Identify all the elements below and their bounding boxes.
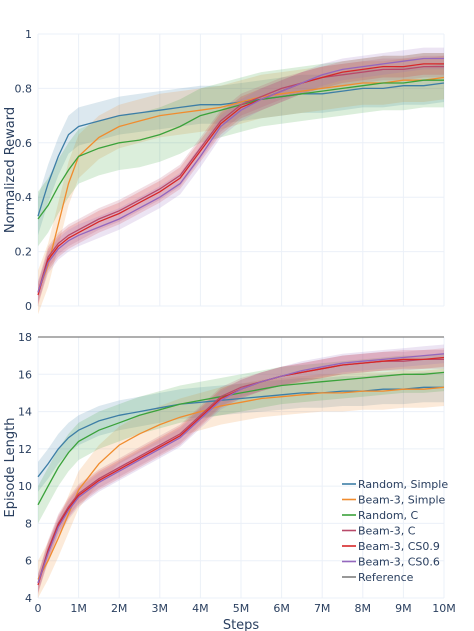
reward-y-tick-labels: 0 0.2 0.4 0.6 0.8 1 — [15, 28, 33, 313]
length-y-tick-label: 6 — [25, 555, 32, 568]
legend-item-beam-3-cs0-9: Beam-3, CS0.9 — [342, 540, 440, 553]
reward-y-tick-label: 0.4 — [15, 191, 33, 204]
length-y-tick-label: 14 — [18, 406, 32, 419]
x-tick-label: 7M — [314, 602, 331, 615]
length-panel: 4 6 8 10 12 14 16 18 0 1M 2M 3M 4M 5M 6M 7M 8M 9M 10M Epi… — [3, 331, 456, 631]
reward-band-random-c — [38, 53, 444, 247]
reward-y-tick-label: 0.6 — [15, 137, 33, 150]
x-tick-label: 4M — [192, 602, 209, 615]
legend-label: Random, C — [358, 509, 419, 522]
reward-y-tick-label: 0 — [25, 300, 32, 313]
legend-label: Beam-3, CS0.9 — [358, 540, 440, 553]
legend: Random, Simple Beam-3, Simple Random, C Bea… — [342, 478, 448, 584]
length-line-beam-3-cs0-9 — [37, 356, 445, 586]
x-tick-label: 6M — [273, 602, 290, 615]
x-tick-label: 0 — [35, 602, 42, 615]
legend-label: Beam-3, Simple — [358, 494, 446, 507]
legend-item-beam-3-cs0-6: Beam-3, CS0.6 — [342, 556, 440, 569]
legend-label: Beam-3, C — [358, 525, 416, 538]
legend-label: Reference — [358, 571, 414, 584]
x-tick-label: 3M — [152, 602, 169, 615]
legend-item-reference: Reference — [342, 571, 414, 584]
steps-x-tick-labels: 0 1M 2M 3M 4M 5M 6M 7M 8M 9M 10M — [35, 602, 456, 615]
legend-label: Beam-3, CS0.6 — [358, 556, 440, 569]
steps-x-axis-title: Steps — [223, 618, 260, 631]
legend-item-beam-3-c: Beam-3, C — [342, 525, 416, 538]
length-y-tick-label: 18 — [18, 331, 32, 344]
reward-line-beam-3-c — [37, 65, 444, 293]
length-y-tick-label: 12 — [18, 443, 32, 456]
length-band-beam-3-simple — [38, 368, 444, 598]
length-y-tick-label: 10 — [18, 480, 32, 493]
legend-item-random-c: Random, C — [342, 509, 419, 522]
reward-gridlines — [37, 33, 445, 307]
length-band-random-simple — [38, 372, 444, 492]
length-line-beam-3-cs0-6 — [37, 353, 445, 584]
reward-line-random-c — [37, 79, 444, 220]
length-y-tick-label: 4 — [25, 592, 32, 605]
x-tick-label: 8M — [355, 602, 372, 615]
length-y-axis-title: Episode Length — [3, 417, 18, 517]
length-y-tick-labels: 4 6 8 10 12 14 16 18 — [18, 331, 32, 605]
reward-y-tick-label: 0.2 — [15, 246, 33, 259]
reward-line-beam-3-cs0-9 — [37, 63, 444, 296]
x-tick-label: 2M — [111, 602, 128, 615]
length-series-lines — [37, 353, 445, 586]
reward-panel: 0 0.2 0.4 0.6 0.8 1 Normalized Reward — [3, 28, 445, 315]
reward-y-tick-label: 0.8 — [15, 82, 33, 95]
reward-series-lines — [37, 57, 445, 296]
length-y-tick-label: 8 — [25, 517, 32, 530]
reward-band-random-simple — [38, 63, 444, 236]
reward-line-beam-3-simple — [37, 76, 445, 293]
x-tick-label: 5M — [233, 602, 250, 615]
length-band-beam-3-cs0-6 — [38, 344, 444, 593]
length-y-tick-label: 16 — [18, 368, 32, 381]
reward-line-random-simple — [37, 82, 445, 217]
x-tick-label: 10M — [432, 602, 456, 615]
reward-y-tick-label: 1 — [25, 28, 32, 41]
x-tick-label: 9M — [395, 602, 412, 615]
x-tick-label: 1M — [70, 602, 87, 615]
reward-y-axis-title: Normalized Reward — [3, 107, 18, 233]
reward-line-beam-3-cs0-6 — [37, 57, 444, 293]
legend-label: Random, Simple — [358, 478, 448, 491]
length-band-random-c — [38, 353, 444, 524]
legend-item-beam-3-simple: Beam-3, Simple — [342, 494, 446, 507]
legend-item-random-simple: Random, Simple — [342, 478, 448, 491]
reward-band-beam-3-cs0-9 — [38, 53, 444, 306]
